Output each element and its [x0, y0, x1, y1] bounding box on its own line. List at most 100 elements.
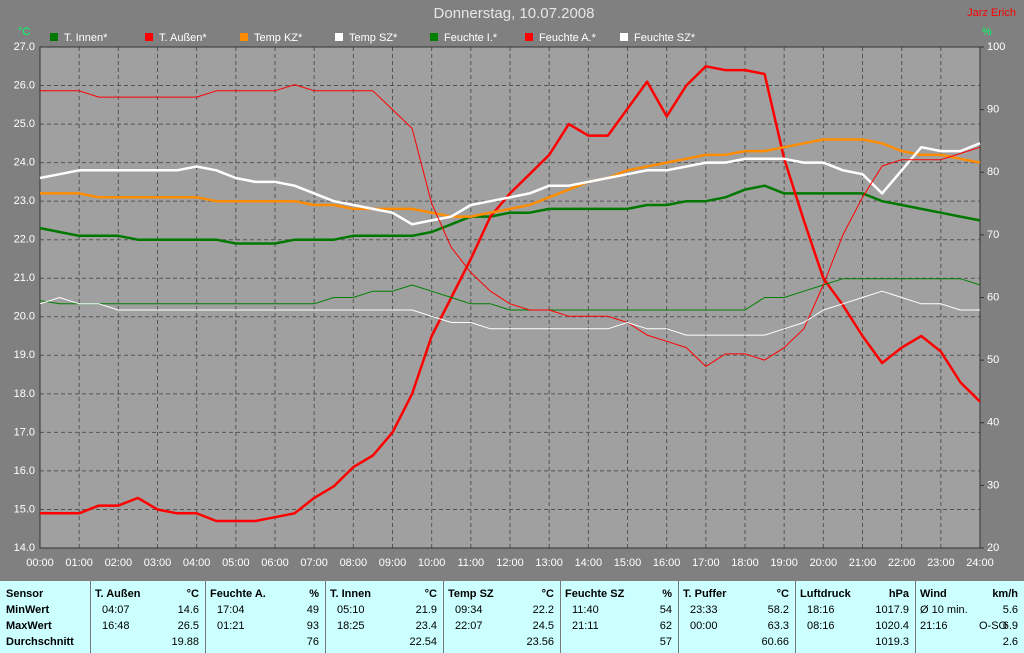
- x-tick-label: 01:00: [65, 557, 93, 569]
- y-tick-label: 26.0: [14, 79, 35, 91]
- legend-swatch: [525, 33, 533, 41]
- legend-swatch: [145, 33, 153, 41]
- x-tick-label: 14:00: [575, 557, 603, 569]
- table-cell: 17:04: [217, 604, 245, 616]
- table-cell: 21:11: [572, 620, 599, 632]
- x-tick-label: 06:00: [261, 557, 289, 569]
- y-tick-label: 20.0: [14, 311, 35, 323]
- table-cell: 2.6: [1002, 636, 1018, 648]
- table-cell: 93: [306, 620, 319, 632]
- y2-tick-label: 50: [987, 354, 999, 366]
- x-tick-label: 19:00: [770, 557, 798, 569]
- x-tick-label: 21:00: [849, 557, 877, 569]
- table-cell: 23:33: [690, 604, 718, 616]
- y-tick-label: 14.0: [14, 542, 35, 554]
- y-tick-label: 21.0: [14, 272, 35, 284]
- table-cell: 18:25: [337, 620, 365, 632]
- table-cell: °C: [776, 588, 789, 600]
- table-cell: %: [309, 588, 319, 600]
- table-cell: °C: [186, 588, 199, 600]
- table-cell: 19.88: [171, 636, 199, 648]
- x-tick-label: 22:00: [888, 557, 916, 569]
- legend-swatch: [240, 33, 248, 41]
- y2-tick-label: 70: [987, 229, 999, 241]
- legend-label: T. Außen*: [159, 32, 207, 44]
- y2-tick-label: 100: [987, 41, 1005, 53]
- table-cell: km/h: [992, 588, 1018, 600]
- x-tick-label: 07:00: [300, 557, 328, 569]
- series-line: [40, 84, 981, 367]
- column-separator: [560, 581, 561, 653]
- table-cell: T. Außen: [95, 588, 141, 600]
- x-tick-label: 12:00: [496, 557, 524, 569]
- legend-swatch: [620, 33, 628, 41]
- table-cell: 23.4: [415, 620, 437, 632]
- table-cell: 26.5: [177, 620, 199, 632]
- y-tick-label: 15.0: [14, 503, 35, 515]
- x-tick-label: 16:00: [653, 557, 681, 569]
- x-tick-label: 03:00: [144, 557, 172, 569]
- y2-tick-label: 60: [987, 291, 999, 303]
- table-cell: 58.2: [767, 604, 789, 616]
- series-line: [40, 138, 981, 218]
- column-separator: [795, 581, 796, 653]
- table-cell: Sensor: [6, 588, 44, 600]
- table-cell: 5.6: [1002, 604, 1018, 616]
- table-cell: MinWert: [6, 604, 50, 616]
- table-cell: 00:00: [690, 620, 718, 632]
- y-tick-label: 17.0: [14, 426, 35, 438]
- table-cell: 1017.9: [875, 604, 909, 616]
- table-cell: T. Innen: [330, 588, 371, 600]
- column-separator: [325, 581, 326, 653]
- y-tick-label: 19.0: [14, 349, 35, 361]
- plot-border: [39, 46, 981, 549]
- table-cell: Durchschnitt: [6, 636, 74, 648]
- y2-tick-label: 30: [987, 479, 999, 491]
- x-tick-label: 13:00: [535, 557, 563, 569]
- table-cell: 54: [659, 604, 672, 616]
- x-tick-label: 10:00: [418, 557, 446, 569]
- table-cell: 21.9: [415, 604, 437, 616]
- table-cell: Ø 10 min.: [920, 604, 968, 616]
- y-tick-label: 27.0: [14, 41, 35, 53]
- table-cell: O-SO: [979, 620, 1008, 632]
- y2-tick-label: 40: [987, 417, 999, 429]
- y-tick-label: 24.0: [14, 157, 35, 169]
- x-tick-label: 20:00: [810, 557, 838, 569]
- table-cell: Wind: [920, 588, 947, 600]
- table-cell: °C: [424, 588, 437, 600]
- table-cell: 22.2: [532, 604, 554, 616]
- table-cell: 22:07: [455, 620, 483, 632]
- table-cell: 57: [659, 636, 672, 648]
- table-cell: 08:16: [807, 620, 835, 632]
- table-cell: 16:48: [102, 620, 130, 632]
- table-cell: 76: [306, 636, 319, 648]
- x-tick-label: 09:00: [379, 557, 407, 569]
- series-line: [39, 184, 981, 245]
- table-cell: Feuchte A.: [210, 588, 266, 600]
- legend-label: T. Innen*: [64, 32, 108, 44]
- table-cell: 09:34: [455, 604, 483, 616]
- x-tick-label: 23:00: [927, 557, 955, 569]
- column-separator: [205, 581, 206, 653]
- table-cell: Feuchte SZ: [565, 588, 625, 600]
- table-cell: °C: [541, 588, 554, 600]
- table-cell: 18:16: [807, 604, 835, 616]
- table-cell: 1020.4: [875, 620, 909, 632]
- legend-label: Feuchte A.*: [539, 32, 597, 44]
- table-cell: 01:21: [217, 620, 245, 632]
- legend-label: Feuchte SZ*: [634, 32, 696, 44]
- column-separator: [90, 581, 91, 653]
- table-cell: 60.66: [761, 636, 789, 648]
- table-cell: %: [662, 588, 672, 600]
- column-separator: [915, 581, 916, 653]
- y2-tick-label: 80: [987, 166, 999, 178]
- chart-title: Donnerstag, 10.07.2008: [434, 5, 595, 22]
- series-line: [40, 65, 981, 523]
- table-cell: 11:40: [572, 604, 599, 616]
- legend-swatch: [335, 33, 343, 41]
- y-tick-label: 25.0: [14, 118, 35, 130]
- table-cell: 21:16: [920, 620, 948, 632]
- series-line: [39, 290, 980, 336]
- y2-axis-label: %: [982, 26, 992, 38]
